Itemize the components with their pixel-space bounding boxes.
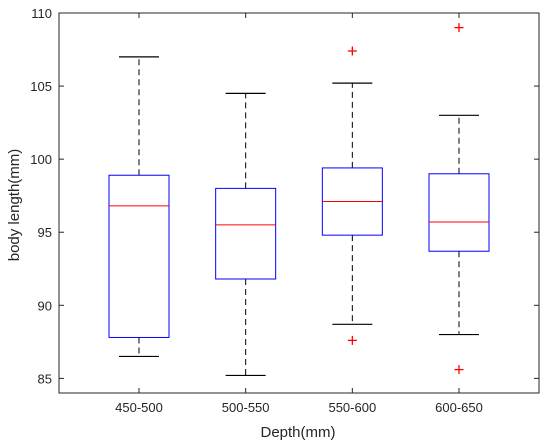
box-iqr bbox=[108, 174, 170, 338]
y-tick-label: 105 bbox=[30, 79, 52, 94]
y-tick-label: 90 bbox=[38, 298, 52, 313]
y-tick-label: 110 bbox=[31, 6, 52, 21]
box-iqr bbox=[215, 187, 277, 280]
box-iqr bbox=[428, 173, 490, 252]
plot-area: 85 90 95 100 105 110 450-500 500-550 550-600 600-… bbox=[30, 6, 540, 415]
y-tick-label: 85 bbox=[38, 371, 52, 386]
plot-frame bbox=[58, 12, 540, 394]
x-tick-label: 550-600 bbox=[328, 400, 376, 415]
y-tick-label: 95 bbox=[38, 225, 52, 240]
y-axis-label: body length(mm) bbox=[6, 149, 23, 262]
x-tick-label: 600-650 bbox=[435, 400, 483, 415]
x-tick-label: 500-550 bbox=[222, 400, 270, 415]
x-tick-label: 450-500 bbox=[115, 400, 163, 415]
y-tick-label: 100 bbox=[30, 152, 52, 167]
x-axis-label: Depth(mm) bbox=[260, 424, 335, 441]
